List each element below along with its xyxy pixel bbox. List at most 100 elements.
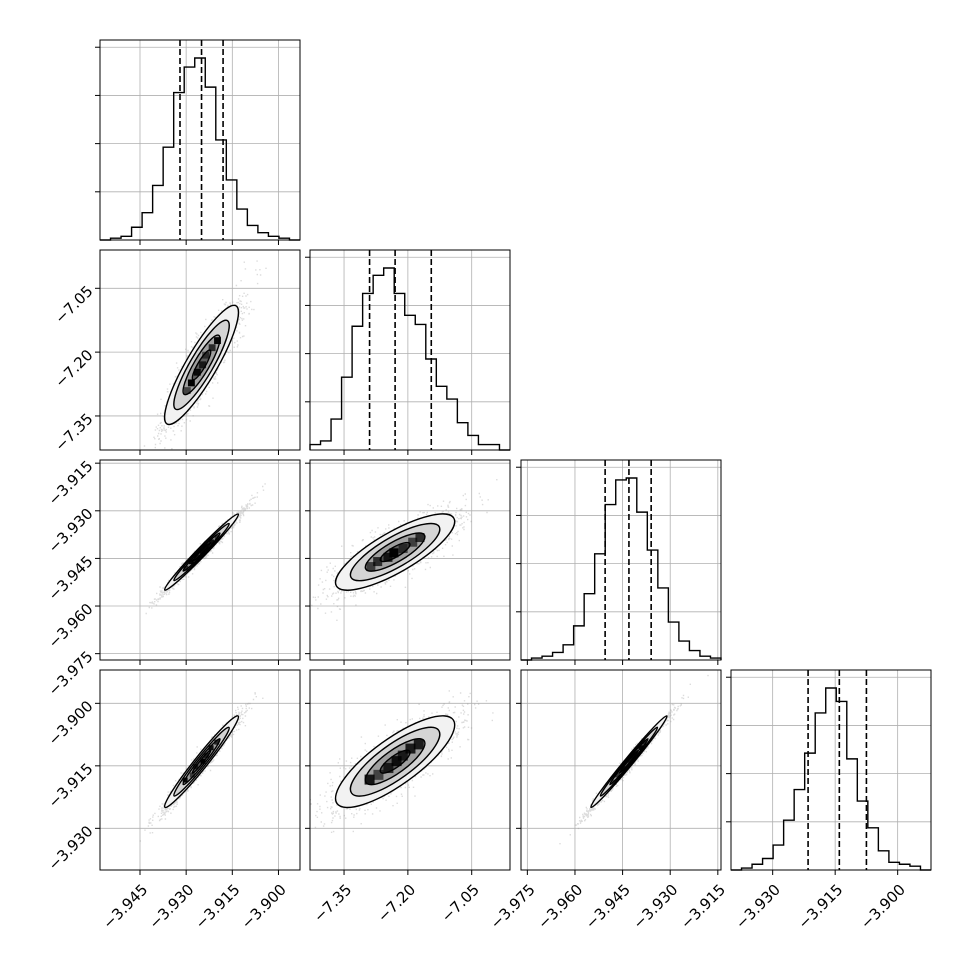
contour-line-1 bbox=[609, 738, 649, 786]
scatter-frame-3-2 bbox=[520, 669, 722, 871]
scatter-content-3-2 bbox=[559, 674, 709, 845]
density-block bbox=[188, 559, 194, 565]
density-block bbox=[383, 763, 394, 774]
contour-line-0 bbox=[191, 349, 212, 381]
hist-frame-1 bbox=[309, 249, 511, 451]
density-block bbox=[397, 750, 408, 761]
density-block bbox=[209, 539, 215, 545]
density-block bbox=[364, 774, 375, 785]
hist-bg-0 bbox=[100, 40, 300, 240]
contour-line-3 bbox=[590, 715, 668, 809]
scatter-content-1-0 bbox=[143, 260, 267, 450]
density-block bbox=[408, 537, 418, 547]
contour-line-0 bbox=[618, 749, 640, 774]
density-block bbox=[627, 757, 633, 763]
density-block bbox=[214, 337, 221, 345]
density-block bbox=[415, 533, 425, 543]
density-block bbox=[183, 565, 189, 571]
scatter-frame-2-1 bbox=[309, 459, 511, 661]
contour-line-1 bbox=[182, 532, 221, 572]
scatter-panel-2-0 bbox=[95, 459, 301, 665]
density-block bbox=[203, 752, 209, 758]
hist-panel-3 bbox=[726, 669, 932, 875]
x-tick-label-0-3: −3.900 bbox=[238, 881, 290, 933]
y-tick-label-2-3: −3.930 bbox=[45, 505, 97, 557]
density-block bbox=[391, 756, 402, 767]
contour-line-2 bbox=[173, 319, 230, 411]
density-block bbox=[413, 739, 424, 750]
y-tick-label-2-1: −3.960 bbox=[45, 600, 97, 652]
contour-line-0 bbox=[191, 749, 212, 774]
scatter-content-3-0 bbox=[139, 692, 264, 842]
density-block bbox=[373, 769, 384, 780]
y-tick-label-2-0: −3.975 bbox=[45, 647, 97, 699]
contour-line-0 bbox=[191, 541, 212, 563]
scatter-frame-3-0 bbox=[99, 669, 301, 871]
contour-line-3 bbox=[334, 715, 456, 809]
scatter-panel-3-0 bbox=[95, 669, 301, 875]
hist-bg-2 bbox=[521, 460, 721, 660]
scatter-panel-2-1 bbox=[305, 459, 511, 665]
contour-line-2 bbox=[173, 726, 230, 797]
x-tick-label-1-1: −7.20 bbox=[374, 881, 419, 926]
scatter-panel-3-1 bbox=[305, 669, 511, 875]
scatter-content-3-1 bbox=[310, 690, 494, 833]
hist-panel-2 bbox=[516, 459, 722, 665]
x-tick-label-2-0: −3.975 bbox=[487, 881, 539, 933]
x-tick-label-2-4: −3.915 bbox=[677, 881, 729, 933]
contour-line-1 bbox=[182, 334, 221, 396]
x-tick-label-2-2: −3.945 bbox=[582, 881, 634, 933]
contour-line-2 bbox=[349, 726, 441, 797]
y-tick-label-3-0: −3.930 bbox=[45, 822, 97, 874]
density-block bbox=[214, 739, 220, 745]
hist-frame-3 bbox=[730, 669, 932, 871]
x-tick-label-3-0: −3.930 bbox=[732, 881, 784, 933]
y-tick-label-2-4: −3.915 bbox=[45, 457, 97, 509]
density-block bbox=[208, 745, 214, 751]
x-tick-label-1-0: −7.35 bbox=[310, 881, 355, 926]
density-block bbox=[638, 745, 644, 751]
contour-line-1 bbox=[364, 738, 426, 786]
scatter-panel-1-0 bbox=[95, 249, 301, 455]
hist-bg-1 bbox=[310, 250, 510, 450]
scatter-frame-1-0 bbox=[99, 249, 301, 451]
density-block bbox=[187, 379, 195, 387]
scatter-panel-3-2 bbox=[516, 669, 722, 875]
scatter-content-2-0 bbox=[145, 483, 266, 615]
x-tick-label-2-1: −3.960 bbox=[534, 881, 586, 933]
x-tick-label-0-0: −3.945 bbox=[99, 881, 151, 933]
hist-panel-0 bbox=[95, 39, 301, 245]
density-block bbox=[366, 562, 376, 572]
x-tick-label-1-2: −7.05 bbox=[438, 881, 483, 926]
y-tick-label-1-2: −7.05 bbox=[51, 282, 96, 327]
x-tick-label-3-1: −3.915 bbox=[794, 881, 846, 933]
contour-line-1 bbox=[182, 738, 221, 786]
density-block bbox=[200, 758, 206, 764]
density-block bbox=[208, 344, 216, 352]
y-tick-label-3-2: −3.900 bbox=[45, 697, 97, 749]
histogram-1 bbox=[309, 267, 510, 451]
x-tick-label-2-3: −3.930 bbox=[630, 881, 682, 933]
density-block bbox=[193, 368, 201, 376]
density-block bbox=[202, 351, 210, 359]
hist-bg-3 bbox=[731, 670, 931, 870]
density-block bbox=[189, 772, 195, 778]
density-block bbox=[389, 548, 399, 558]
contour-line-3 bbox=[163, 304, 240, 426]
density-block bbox=[373, 557, 383, 567]
density-block bbox=[398, 543, 408, 554]
density-block bbox=[199, 361, 207, 369]
hist-frame-0 bbox=[99, 39, 301, 241]
x-tick-label-0-1: −3.930 bbox=[145, 881, 197, 933]
histogram-3 bbox=[731, 687, 931, 871]
scatter-frame-3-1 bbox=[309, 669, 511, 871]
contour-line-1 bbox=[364, 532, 426, 572]
density-block bbox=[614, 772, 620, 778]
density-block bbox=[199, 548, 205, 554]
contour-line-0 bbox=[379, 541, 411, 563]
contour-line-2 bbox=[349, 522, 441, 582]
contour-line-2 bbox=[173, 522, 230, 582]
density-block bbox=[183, 387, 191, 395]
